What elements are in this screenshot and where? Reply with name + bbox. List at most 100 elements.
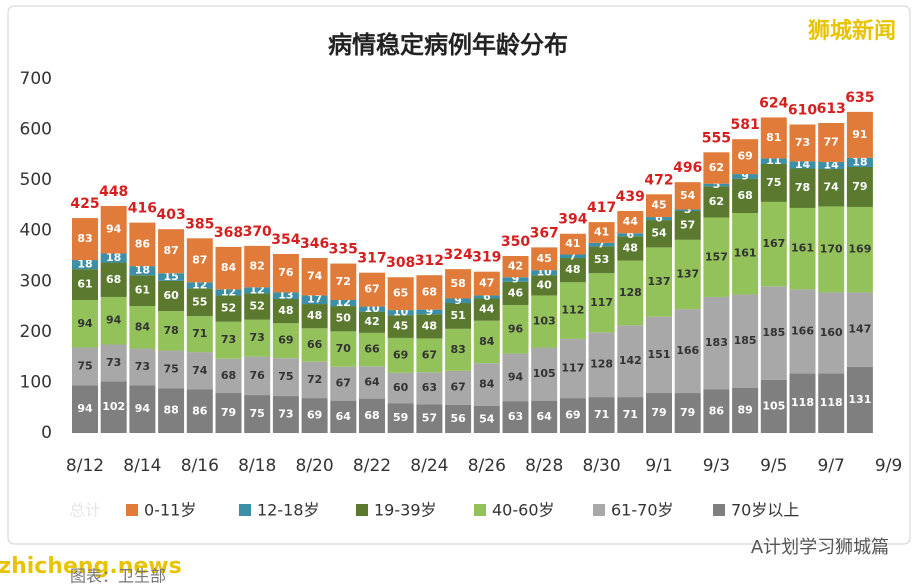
- x-tick-label: 8/30: [583, 456, 621, 476]
- segment-label: 45: [393, 320, 408, 333]
- segment-label: 112: [561, 304, 584, 317]
- bar-segment: [760, 163, 787, 202]
- bar-segment: [445, 328, 472, 371]
- total-label: 370: [243, 224, 272, 240]
- total-label: 317: [357, 251, 386, 267]
- bar-segment: [186, 282, 213, 289]
- bar-segment: [387, 337, 414, 373]
- legend-label: 40-60岁: [492, 501, 555, 520]
- segment-label: 83: [450, 343, 465, 356]
- bar-segment: [703, 389, 730, 433]
- segment-label: 94: [135, 402, 151, 415]
- bar-segment: [760, 286, 787, 380]
- segment-label: 84: [479, 335, 495, 348]
- segment-label: 68: [737, 189, 752, 202]
- bar-segment: [789, 124, 816, 162]
- segment-label: 75: [77, 359, 92, 372]
- bar-segment: [617, 260, 644, 326]
- bar-segment: [129, 266, 156, 276]
- bar-segment: [359, 366, 385, 399]
- segment-label: 79: [680, 406, 695, 419]
- bar-segment: [416, 309, 443, 315]
- segment-label: 72: [336, 275, 351, 288]
- segment-label: 75: [278, 370, 293, 383]
- total-label: 394: [558, 212, 587, 228]
- bar-segment: [818, 161, 845, 170]
- bar-segment: [416, 372, 443, 405]
- segment-label: 161: [791, 242, 814, 255]
- segment-label: 161: [734, 247, 757, 260]
- bar-segment: [502, 256, 529, 278]
- bar-segment: [846, 206, 873, 293]
- bar-segment: [387, 277, 414, 311]
- bar-segment: [244, 395, 271, 433]
- segment-label: 84: [479, 377, 495, 390]
- bar-segment: [359, 398, 385, 433]
- bar-segment: [846, 292, 873, 367]
- bar-segment: [789, 289, 816, 374]
- segment-label: 15: [163, 270, 178, 283]
- bar-segment: [416, 338, 443, 373]
- bar-segment: [272, 298, 299, 324]
- bar-segment: [129, 275, 156, 307]
- legend-swatch: [356, 504, 368, 516]
- bar-segment: [387, 310, 414, 316]
- total-label: 403: [156, 207, 185, 223]
- segment-label: 71: [623, 408, 638, 421]
- segment-label: 167: [762, 237, 785, 250]
- bar-segment: [559, 254, 586, 259]
- bar-segment: [158, 280, 185, 312]
- bar-segment: [186, 352, 213, 390]
- total-label: 368: [214, 225, 243, 241]
- bar-segment: [617, 236, 644, 261]
- total-label: 319: [472, 250, 501, 266]
- segment-label: 48: [623, 241, 638, 254]
- bar-segment: [158, 229, 185, 274]
- bar-segment: [387, 315, 414, 338]
- segment-label: 53: [594, 253, 609, 266]
- bar-segment: [72, 299, 98, 348]
- total-label: 448: [99, 184, 128, 200]
- segment-label: 48: [565, 263, 580, 276]
- segment-label: 45: [651, 199, 666, 212]
- segment-label: 61: [135, 284, 150, 297]
- bar-segment: [158, 273, 185, 281]
- bar-segment: [272, 396, 299, 433]
- segment-label: 105: [533, 367, 556, 380]
- segment-label: 68: [106, 273, 121, 286]
- legend-swatch: [593, 504, 605, 516]
- segment-label: 48: [278, 304, 293, 317]
- segment-label: 5: [713, 178, 721, 191]
- bar-segment: [272, 292, 299, 299]
- total-label: 385: [185, 216, 214, 232]
- bar-segment: [674, 239, 701, 310]
- segment-label: 142: [619, 354, 642, 367]
- bar-segment: [215, 393, 242, 433]
- bar-segment: [100, 296, 127, 345]
- segment-label: 118: [820, 396, 843, 409]
- segment-label: 45: [537, 252, 552, 265]
- segment-label: 67: [364, 283, 379, 296]
- bar-segment: [72, 347, 98, 386]
- legend-swatch: [474, 504, 486, 516]
- x-tick-label: 8/18: [238, 456, 276, 476]
- total-label: 496: [673, 160, 702, 176]
- bar-segment: [330, 306, 357, 332]
- segment-label: 41: [565, 237, 580, 250]
- legend-swatch: [239, 504, 251, 516]
- segment-label: 48: [422, 319, 437, 332]
- bar-segment: [129, 306, 156, 349]
- segment-label: 54: [651, 227, 667, 240]
- segment-label: 102: [102, 400, 125, 413]
- bar-segment: [215, 321, 242, 359]
- bar-segment: [186, 238, 213, 283]
- faded-legend: 总计: [69, 501, 101, 520]
- segment-label: 185: [734, 334, 757, 347]
- bar-segment: [359, 332, 385, 367]
- bar-segment: [818, 122, 845, 162]
- segment-label: 84: [135, 320, 151, 333]
- y-tick-label: 500: [20, 170, 52, 190]
- bar-segment: [244, 319, 271, 357]
- segment-label: 62: [709, 161, 724, 174]
- bar-segment: [272, 323, 299, 359]
